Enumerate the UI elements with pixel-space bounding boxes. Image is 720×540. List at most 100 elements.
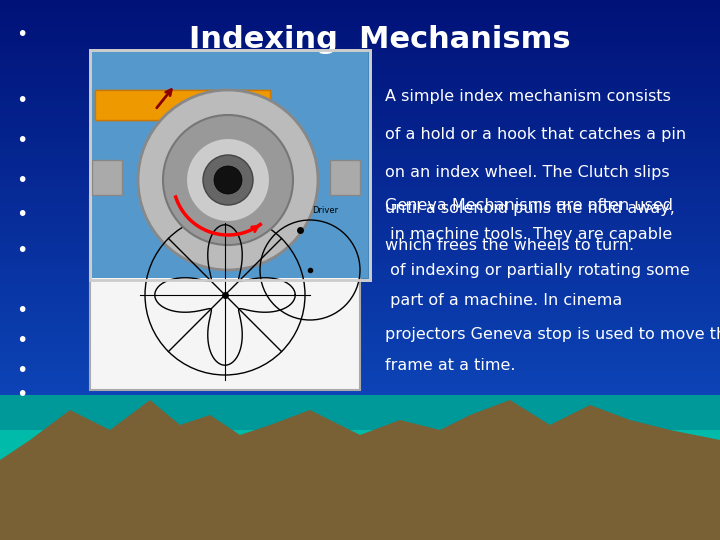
Bar <box>0 291 720 297</box>
Text: Geneva Mechanisms are often used: Geneva Mechanisms are often used <box>385 198 673 213</box>
Bar <box>330 160 360 195</box>
Polygon shape <box>95 90 270 145</box>
Text: •: • <box>17 25 27 44</box>
Bar <box>0 492 720 500</box>
Bar <box>0 378 720 384</box>
Bar <box>0 168 720 176</box>
Bar <box>0 94 720 102</box>
Text: Indexing  Mechanisms: Indexing Mechanisms <box>189 25 571 54</box>
Bar <box>0 222 720 230</box>
Bar <box>0 195 720 202</box>
FancyBboxPatch shape <box>90 195 360 390</box>
Bar <box>0 330 720 338</box>
Bar <box>0 33 720 40</box>
Bar <box>0 472 720 480</box>
Bar <box>0 526 720 534</box>
Bar <box>0 411 720 418</box>
Bar <box>0 357 720 364</box>
Text: •: • <box>17 386 27 404</box>
Bar <box>0 500 720 507</box>
Bar <box>0 338 720 345</box>
Bar <box>0 216 720 222</box>
Text: part of a machine. In cinema: part of a machine. In cinema <box>385 293 622 307</box>
Polygon shape <box>0 395 720 540</box>
Bar <box>0 54 720 60</box>
Bar <box>0 176 720 183</box>
Bar <box>0 263 720 270</box>
Text: A simple index mechanism consists: A simple index mechanism consists <box>385 90 671 105</box>
Bar <box>0 141 720 149</box>
Text: on an index wheel. The Clutch slips: on an index wheel. The Clutch slips <box>385 165 670 179</box>
Bar <box>0 351 720 357</box>
Bar <box>0 237 720 243</box>
Circle shape <box>138 90 318 270</box>
Bar <box>0 284 720 291</box>
Bar <box>0 68 720 74</box>
Circle shape <box>203 155 253 205</box>
Bar <box>0 148 720 156</box>
Bar <box>0 0 720 6</box>
Bar <box>0 20 720 27</box>
Bar <box>92 160 122 195</box>
Bar <box>0 534 720 540</box>
Bar <box>0 297 720 303</box>
Bar <box>0 60 720 68</box>
Bar <box>0 276 720 284</box>
Text: •: • <box>17 330 27 349</box>
Bar <box>0 507 720 513</box>
Circle shape <box>186 138 270 222</box>
Text: projectors Geneva stop is used to move the film on one: projectors Geneva stop is used to move t… <box>385 327 720 342</box>
Bar <box>0 209 720 216</box>
Text: in machine tools. They are capable: in machine tools. They are capable <box>385 227 672 242</box>
Circle shape <box>214 166 242 194</box>
FancyBboxPatch shape <box>90 50 370 280</box>
Bar <box>0 162 720 168</box>
Text: •: • <box>17 171 27 190</box>
Bar <box>0 135 720 141</box>
Bar <box>0 453 720 459</box>
Text: •: • <box>17 361 27 380</box>
Text: •: • <box>17 91 27 110</box>
Text: until a solenoid pulls the hold away,: until a solenoid pulls the hold away, <box>385 201 675 217</box>
Bar <box>0 317 720 324</box>
Polygon shape <box>95 90 270 145</box>
Bar <box>0 243 720 249</box>
Text: of a hold or a hook that catches a pin: of a hold or a hook that catches a pin <box>385 127 686 143</box>
Bar <box>0 87 720 94</box>
Polygon shape <box>0 430 720 540</box>
Bar <box>0 432 720 438</box>
Bar <box>0 446 720 453</box>
Text: of indexing or partially rotating some: of indexing or partially rotating some <box>385 262 690 278</box>
Bar <box>0 519 720 526</box>
Bar <box>0 392 720 399</box>
Bar <box>0 480 720 486</box>
Text: •: • <box>17 300 27 320</box>
Bar <box>92 52 368 278</box>
Bar <box>0 426 720 432</box>
Circle shape <box>163 115 293 245</box>
Bar <box>0 303 720 310</box>
Bar <box>0 128 720 135</box>
Bar <box>0 27 720 33</box>
Text: Driver: Driver <box>312 206 338 215</box>
Bar <box>0 364 720 372</box>
Bar <box>0 324 720 330</box>
Bar <box>0 40 720 47</box>
Bar <box>0 486 720 492</box>
Bar <box>0 418 720 426</box>
Polygon shape <box>0 400 720 540</box>
Bar <box>0 249 720 256</box>
Bar <box>0 310 720 317</box>
Bar <box>0 256 720 263</box>
Bar <box>0 102 720 108</box>
Bar <box>0 183 720 189</box>
Bar <box>0 230 720 237</box>
Bar <box>0 438 720 445</box>
Bar <box>0 108 720 115</box>
Bar <box>0 122 720 128</box>
Bar <box>0 74 720 81</box>
Bar <box>0 202 720 209</box>
Bar <box>0 47 720 54</box>
Text: •: • <box>17 240 27 260</box>
Bar <box>0 513 720 519</box>
